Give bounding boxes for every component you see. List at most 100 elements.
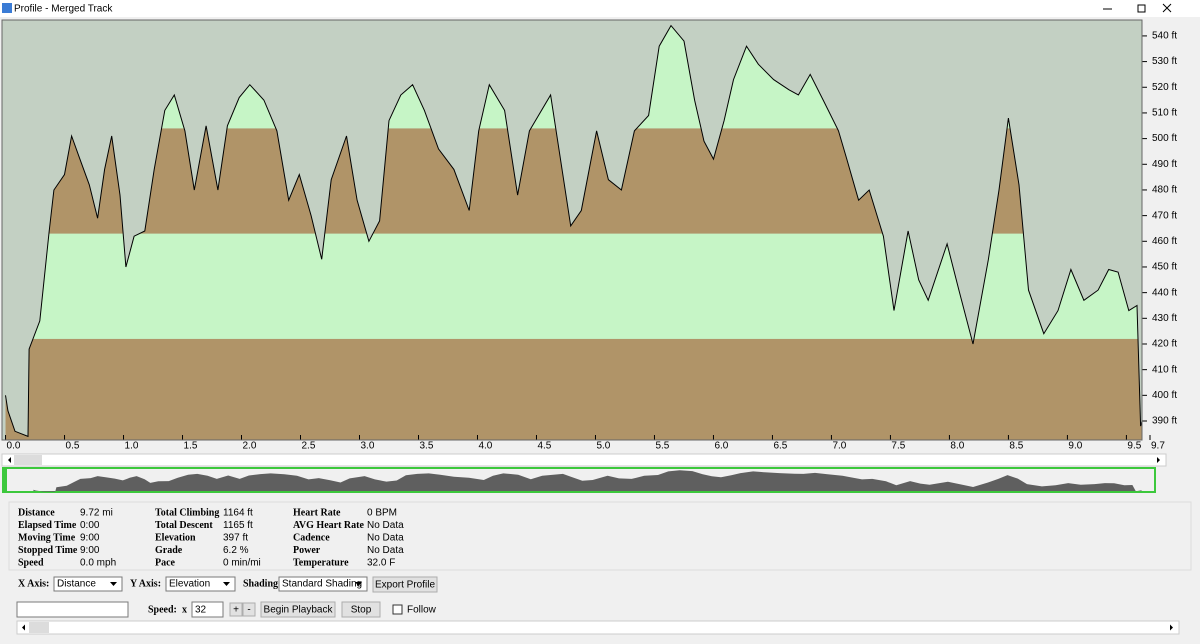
dropdown-arrow: [110, 582, 117, 586]
stat-label: AVG Heart Rate: [293, 520, 364, 531]
title-bar: [0, 0, 1200, 17]
stat-value: 9.72 mi: [80, 508, 113, 519]
x-tick-label: 7.0: [832, 441, 846, 452]
plot-border: [1, 19, 1143, 441]
y-tick-label: 510 ft: [1152, 108, 1177, 119]
x-tick-label: 5.5: [655, 441, 669, 452]
stat-label: Total Climbing: [155, 507, 219, 518]
y-tick-label: 400 ft: [1152, 390, 1177, 401]
minus-label: -: [247, 605, 250, 616]
stat-value: 397 ft: [223, 533, 248, 544]
x-tick-label: 9.7: [1151, 441, 1165, 452]
stat-value: 9:00: [80, 545, 100, 556]
stat-label: Speed: [18, 557, 44, 568]
dropdown-arrow: [223, 582, 230, 586]
app-icon: [2, 3, 12, 13]
stop-button[interactable]: [341, 601, 381, 618]
y-tick-label: 530 ft: [1152, 56, 1177, 67]
h-scrollbar[interactable]: [1, 453, 1167, 467]
window-title: Profile - Merged Track: [14, 4, 113, 15]
x-tick-label: 9.0: [1068, 441, 1082, 452]
plus-button[interactable]: [229, 602, 243, 617]
overview-window[interactable]: [3, 468, 7, 492]
y-tick-label: 460 ft: [1152, 236, 1177, 247]
export-label: Export Profile: [375, 580, 435, 591]
scroll-thumb[interactable]: [14, 455, 42, 465]
y-axis-label: Y Axis:: [130, 578, 161, 589]
shading-band: [5, 338, 1142, 440]
stat-label: Temperature: [293, 557, 349, 568]
stat-label: Heart Rate: [293, 507, 341, 518]
restore-button[interactable]: [1137, 4, 1146, 13]
y-axis-select[interactable]: [165, 576, 236, 592]
minus-button[interactable]: [242, 602, 256, 617]
axes: 390 ft 400 ft 410 ft 420 ft 430 ft 440 ft 450 …: [5, 31, 1177, 452]
stat-value: No Data: [367, 520, 404, 531]
x-tick-label: 5.0: [596, 441, 610, 452]
speed-x: x: [182, 604, 187, 615]
y-tick-label: 500 ft: [1152, 133, 1177, 144]
x-tick-label: 4.0: [478, 441, 492, 452]
stat-value: 0 min/mi: [223, 558, 261, 569]
dropdown-arrow: [355, 582, 362, 586]
stat-label: Elapsed Time: [18, 520, 77, 531]
y-tick-label: 430 ft: [1152, 313, 1177, 324]
stat-value: 6.2 %: [223, 545, 249, 556]
x-tick-label: 6.0: [714, 441, 728, 452]
stat-value: 1164 ft: [223, 508, 253, 519]
stat-value: 1165 ft: [223, 520, 253, 531]
stat-value: 0:00: [80, 520, 100, 531]
x-tick-label: 6.5: [773, 441, 787, 452]
bottom-scrollbar[interactable]: [16, 620, 1180, 635]
y-tick-label: 540 ft: [1152, 31, 1177, 42]
stat-value: 9:00: [80, 533, 100, 544]
stat-label: Total Descent: [155, 520, 213, 531]
x-tick-label: 2.5: [302, 441, 316, 452]
x-tick-label: 7.5: [891, 441, 905, 452]
x-tick-label: 9.5: [1127, 441, 1141, 452]
overview-profile: [33, 470, 1142, 492]
elevation-line: [5, 24, 1142, 438]
x-axis-select[interactable]: [53, 576, 123, 592]
speed-input[interactable]: [191, 601, 224, 618]
overview: [33, 470, 1142, 492]
plus-label: +: [233, 605, 239, 616]
y-tick-label: 390 ft: [1152, 416, 1177, 427]
x-tick-label: 0.0: [7, 441, 21, 452]
stat-value: No Data: [367, 545, 404, 556]
stat-value: No Data: [367, 533, 404, 544]
stat-label: Stopped Time: [18, 545, 78, 556]
x-axis-value: Distance: [57, 579, 96, 590]
stat-label: Elevation: [155, 532, 196, 543]
y-tick-label: 410 ft: [1152, 364, 1177, 375]
search-input[interactable]: [16, 601, 129, 618]
stat-label: Distance: [18, 507, 55, 518]
scroll-thumb[interactable]: [29, 622, 49, 633]
x-tick-label: 1.0: [125, 441, 139, 452]
stat-label: Power: [293, 545, 321, 556]
x-tick-label: 2.0: [243, 441, 257, 452]
x-tick-label: 1.5: [184, 441, 198, 452]
shading-select[interactable]: [278, 576, 368, 592]
begin-label: Begin Playback: [264, 605, 334, 616]
stat-value: 0.0 mph: [80, 558, 116, 569]
x-tick-label: 8.0: [950, 441, 964, 452]
stat-value: 32.0 F: [367, 558, 395, 569]
y-axis-value: Elevation: [169, 579, 210, 590]
follow-checkbox[interactable]: [392, 604, 403, 615]
stat-value: 0 BPM: [367, 508, 397, 519]
stat-label: Grade: [155, 545, 183, 556]
stat-label: Pace: [155, 557, 176, 568]
stat-label: Cadence: [293, 532, 330, 543]
close-button[interactable]: [1162, 3, 1172, 13]
export-button[interactable]: [372, 576, 438, 593]
shading-label: Shading:: [243, 578, 281, 589]
begin-button[interactable]: [260, 601, 336, 618]
y-tick-label: 520 ft: [1152, 82, 1177, 93]
x-tick-label: 3.5: [419, 441, 433, 452]
speed-value: 32: [195, 605, 207, 616]
